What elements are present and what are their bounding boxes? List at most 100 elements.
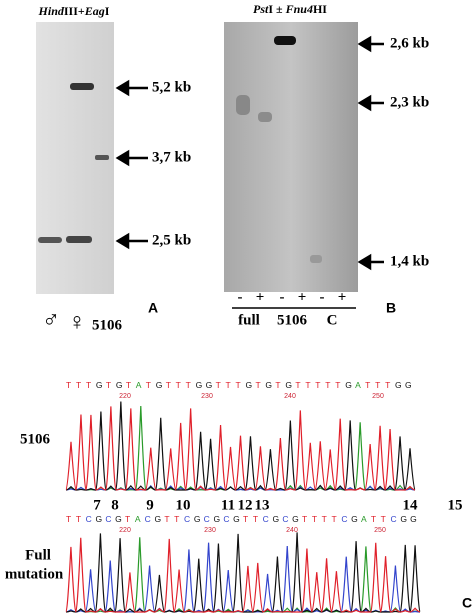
position-tick: 250	[372, 393, 384, 400]
base: T	[322, 514, 327, 524]
position-number: 13	[255, 497, 270, 513]
trace	[65, 537, 421, 613]
base: T	[66, 514, 71, 524]
base: T	[325, 380, 330, 390]
base: G	[155, 514, 162, 524]
lane-sign: +	[298, 289, 307, 305]
base: G	[265, 380, 272, 390]
panel-title: PstI ± Fnu4HI	[253, 2, 327, 16]
position-number: 9	[146, 497, 154, 513]
base: T	[126, 380, 131, 390]
position-number: 14	[403, 497, 419, 513]
base: G	[196, 380, 203, 390]
base: T	[66, 380, 71, 390]
position-number: 8	[111, 497, 119, 513]
panel-letter: A	[148, 300, 158, 316]
position-tick: 240	[286, 527, 298, 534]
base: T	[302, 514, 307, 524]
base: G	[96, 380, 103, 390]
base: T	[226, 380, 231, 390]
sample-label: 5106	[92, 317, 123, 333]
base: T	[125, 514, 130, 524]
position-tick: 250	[374, 527, 386, 534]
position-tick: 240	[284, 393, 296, 400]
base: C	[105, 514, 111, 524]
base: T	[332, 514, 337, 524]
base: T	[164, 514, 169, 524]
base: T	[166, 380, 171, 390]
lane-sign: +	[338, 289, 347, 305]
male-symbol: ♂	[42, 308, 60, 334]
panel-letter: C	[462, 595, 472, 611]
base: T	[275, 380, 280, 390]
base: T	[174, 514, 179, 524]
base: C	[341, 514, 347, 524]
position-tick: 230	[204, 527, 216, 534]
base: C	[223, 514, 229, 524]
lane-sign: -	[280, 289, 285, 305]
title-part: III+	[64, 4, 85, 18]
title-part: Fnu4	[285, 2, 313, 16]
base: G	[400, 514, 407, 524]
lane-label: 5106	[277, 312, 308, 328]
band	[95, 155, 109, 160]
base: G	[214, 514, 221, 524]
lane-label: C	[327, 312, 338, 328]
size-label: 2,5 kb	[152, 232, 191, 248]
band	[38, 237, 62, 243]
position-tick: 220	[119, 393, 131, 400]
base: G	[233, 514, 240, 524]
position-number: 11	[221, 497, 235, 513]
size-label: 5,2 kb	[152, 79, 191, 95]
title-part: Hind	[38, 4, 65, 18]
title-part: HI	[313, 2, 327, 16]
position-number: 7	[93, 497, 101, 513]
base: G	[351, 514, 358, 524]
position-number: 12	[238, 497, 253, 513]
title-part: I	[105, 4, 110, 18]
gel-b	[224, 22, 358, 292]
base: G	[405, 380, 412, 390]
base: G	[116, 380, 123, 390]
base: T	[253, 514, 258, 524]
base: G	[245, 380, 252, 390]
base: T	[385, 380, 390, 390]
position-number: 10	[176, 497, 191, 513]
lane-sign: -	[320, 289, 325, 305]
base: T	[86, 380, 91, 390]
base: T	[186, 380, 191, 390]
lane-sign: +	[256, 289, 265, 305]
base: C	[263, 514, 269, 524]
size-label: 3,7 kb	[152, 149, 191, 165]
base: A	[355, 380, 361, 390]
base: T	[371, 514, 376, 524]
title-part: Pst	[253, 2, 269, 16]
female-symbol: ♀	[68, 310, 86, 336]
band	[258, 112, 272, 122]
base: C	[86, 514, 92, 524]
trace	[65, 401, 416, 491]
position-tick: 230	[201, 393, 213, 400]
band	[310, 255, 322, 263]
sample-label: mutation	[5, 566, 64, 582]
base: C	[145, 514, 151, 524]
base: T	[381, 514, 386, 524]
band	[66, 236, 92, 243]
band	[236, 95, 250, 115]
position-number: 15	[448, 497, 463, 513]
base: T	[295, 380, 300, 390]
base: G	[345, 380, 352, 390]
base: G	[194, 514, 201, 524]
base: T	[365, 380, 370, 390]
base: C	[184, 514, 190, 524]
base: T	[315, 380, 320, 390]
base: T	[106, 380, 111, 390]
base: T	[305, 380, 310, 390]
base: G	[410, 514, 417, 524]
base: T	[236, 380, 241, 390]
position-tick: 220	[119, 527, 131, 534]
title-part: Eag	[84, 4, 105, 18]
